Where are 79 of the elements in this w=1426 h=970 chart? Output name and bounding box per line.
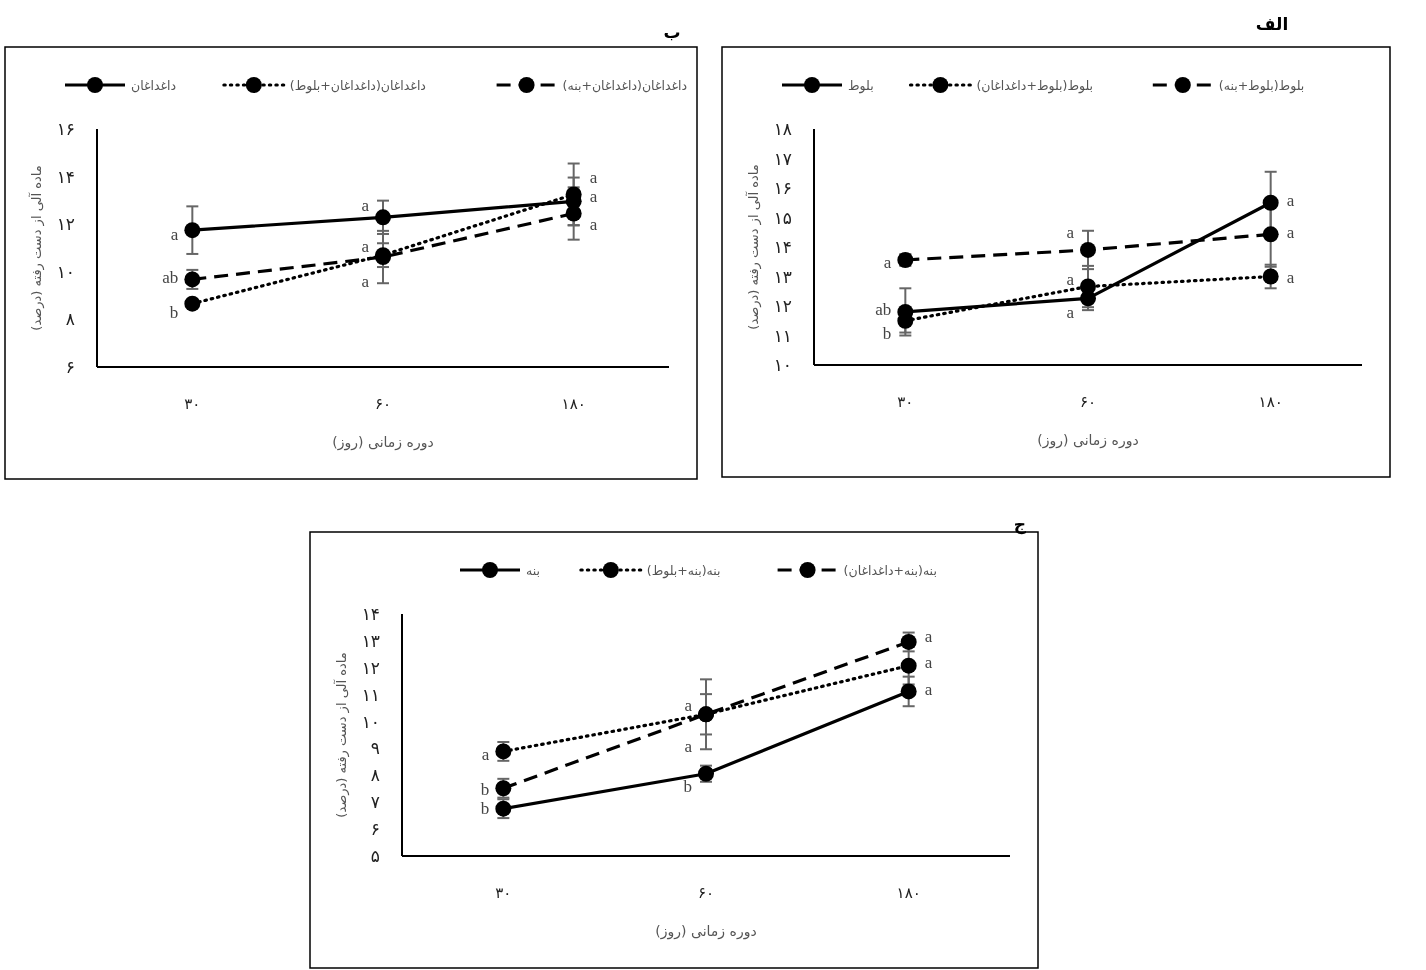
annotation: a	[589, 186, 598, 206]
x-axis-title: دوره زمانی (روز)	[332, 434, 434, 451]
annotation: b	[683, 777, 692, 797]
annotation: a	[1066, 223, 1075, 243]
annotation: a	[361, 272, 370, 292]
annotation: a	[481, 744, 490, 764]
annotation: a	[684, 736, 693, 756]
annotation: a	[924, 626, 933, 646]
y-tick-label: ۱۶	[56, 119, 75, 139]
annotation: a	[589, 215, 598, 235]
annotation: a	[361, 196, 370, 216]
y-tick-label: ۷	[370, 792, 380, 813]
annotation: a	[1286, 267, 1295, 287]
legend-label: بنه(بنه+بلوط)	[646, 563, 721, 579]
legend-label: بلوط(بلوط+بنه)	[1218, 78, 1305, 94]
annotation: a	[1286, 190, 1295, 210]
annotation: a	[170, 224, 179, 244]
x-tick-label: ۱۸۰	[1258, 393, 1283, 411]
legend-label: داغداغان	[131, 78, 177, 93]
x-tick-label: ۱۸۰	[896, 884, 921, 902]
annotation: ab	[875, 299, 892, 319]
y-tick-label: ۱۴	[56, 166, 75, 187]
legend-label: بنه	[526, 563, 540, 578]
y-tick-label: ۱۲	[361, 657, 380, 678]
y-tick-label: ۶	[65, 357, 75, 377]
annotation: b	[169, 303, 179, 323]
x-tick-label: ۶۰	[697, 884, 715, 902]
y-tick-label: ۱۵	[773, 207, 792, 228]
chart-title: الف	[1255, 14, 1289, 34]
annotation: a	[589, 167, 598, 187]
y-tick-label: ۵	[370, 846, 380, 866]
y-tick-label: ۱۲	[56, 214, 75, 235]
legend-label: داغداغان(داغداغان+بلوط)	[289, 78, 426, 94]
y-tick-label: ۱۴	[773, 237, 792, 257]
y-axis-title: ماده آلی از دست رفته (درصد)	[333, 652, 350, 818]
y-tick-label: ۱۴	[361, 604, 380, 624]
x-tick-label: ۱۸۰	[561, 395, 586, 413]
y-tick-label: ۱۷	[773, 148, 792, 169]
x-tick-label: ۳۰	[184, 395, 201, 413]
legend-label: بنه(بنه+داغداغان)	[843, 563, 937, 578]
legend-label: بلوط(بلوط+داغداغان)	[976, 78, 1094, 94]
y-tick-label: ۱۰	[773, 355, 792, 375]
legend-label: داغداغان(داغداغان+بنه)	[562, 78, 688, 93]
legend-label: بلوط	[848, 78, 874, 94]
x-tick-label: ۳۰	[897, 393, 914, 411]
y-tick-label: ۱۳	[361, 630, 380, 651]
annotation: a	[1066, 302, 1075, 322]
annotation: a	[1286, 223, 1295, 243]
annotation: b	[480, 779, 490, 799]
chart-title: ج	[1013, 514, 1027, 535]
y-tick-label: ۱۱	[361, 684, 380, 705]
y-tick-label: ۱۶	[773, 178, 792, 198]
y-tick-label: ۱۰	[56, 261, 75, 282]
annotation: a	[924, 680, 933, 700]
y-tick-label: ۱۱	[773, 325, 792, 346]
x-tick-label: ۳۰	[495, 884, 512, 902]
x-tick-label: ۶۰	[1079, 393, 1097, 411]
y-tick-label: ۱۰	[361, 711, 380, 732]
y-axis-title: ماده آلی از دست رفته (درصد)	[28, 165, 45, 331]
chart-title: ب	[663, 22, 681, 42]
x-tick-label: ۶۰	[374, 395, 392, 413]
annotation: a	[684, 696, 693, 716]
y-tick-label: ۹	[370, 738, 380, 759]
annotation: a	[361, 236, 370, 256]
annotation: a	[924, 653, 933, 673]
x-axis-title: دوره زمانی (روز)	[655, 923, 757, 940]
y-tick-label: ۱۸	[773, 119, 792, 139]
annotation: b	[882, 323, 892, 343]
y-axis-title: ماده آلی از دست رفته (درصد)	[745, 164, 762, 330]
annotation: a	[1066, 270, 1075, 290]
y-tick-label: ۸	[65, 309, 75, 330]
annotation: b	[480, 798, 490, 818]
x-axis-title: دوره زمانی (روز)	[1037, 432, 1139, 449]
y-tick-label: ۱۳	[773, 266, 792, 287]
y-tick-label: ۶	[370, 819, 380, 840]
y-tick-label: ۸	[370, 765, 380, 786]
annotation: ab	[162, 267, 179, 287]
annotation: a	[883, 252, 892, 272]
y-tick-label: ۱۲	[773, 296, 792, 316]
